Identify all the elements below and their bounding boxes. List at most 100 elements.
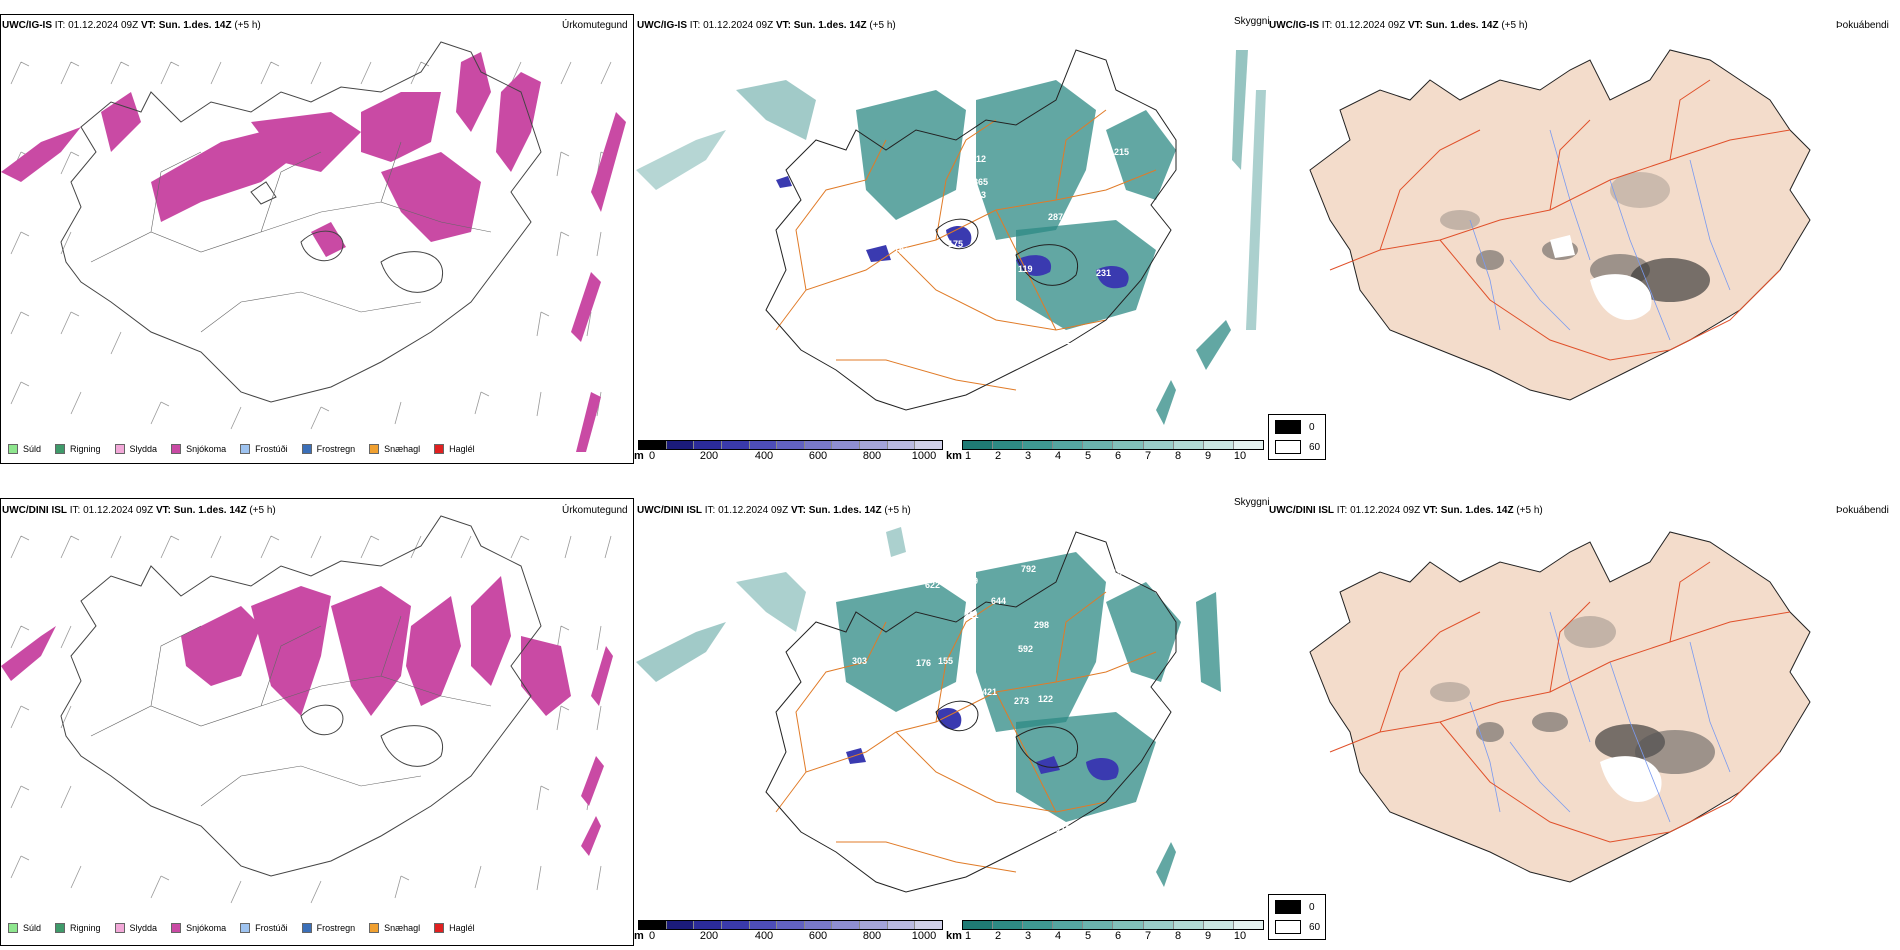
- model-name: UWC/IG-IS: [2, 20, 52, 31]
- road-network: [90, 615, 492, 807]
- tick: 7: [1144, 930, 1152, 942]
- legend-item-frostudi: Frostúði: [240, 923, 288, 933]
- tick: 2: [994, 930, 1002, 942]
- cloud-base-label: 313: [971, 190, 986, 200]
- legend-label: Snjókoma: [186, 923, 227, 933]
- cloud-base-label: 164: [1086, 698, 1101, 708]
- lead-time: (+5 h): [1501, 20, 1528, 31]
- swatch: [434, 444, 445, 454]
- cloud-header: UWC/IG-IS IT: 01.12.2024 09Z VT: Sun. 1.…: [637, 20, 896, 31]
- tick: 3: [1024, 930, 1032, 942]
- cloud-base-label: 390: [842, 264, 857, 274]
- ceiling-unit: m: [634, 930, 644, 942]
- precip-legend: Súld Rigning Slydda Snjókoma Frostúði Fr…: [8, 444, 489, 454]
- tick: 7: [1144, 450, 1152, 462]
- lead-time: (+5 h): [869, 20, 896, 31]
- fog-blobs: [1440, 172, 1710, 302]
- tick: 1000: [911, 930, 937, 942]
- tick: 1: [964, 930, 972, 942]
- vis-shading: [636, 527, 1221, 887]
- top-row: UWC/IG-IS IT: 01.12.2024 09Z VT: Sun. 1.…: [0, 0, 1900, 470]
- valid-label: VT:: [140, 20, 156, 31]
- swatch: [301, 444, 312, 454]
- precip-legend: Súld Rigning Slydda Snjókoma Frostúði Fr…: [8, 923, 489, 933]
- ceiling-unit: m: [634, 450, 644, 462]
- dew-header: UWC/IG-IS IT: 01.12.2024 09Z VT: Sun. 1.…: [1269, 20, 1528, 31]
- tick: 6: [1114, 450, 1122, 462]
- valid-label: VT:: [775, 20, 791, 31]
- tick: 600: [808, 930, 828, 942]
- tick: 400: [754, 450, 774, 462]
- snow-bands: [1, 576, 613, 856]
- model-name: UWC/IG-IS: [1269, 20, 1319, 31]
- precip-panel-frame: [0, 14, 634, 464]
- tick: 6: [1114, 930, 1122, 942]
- legend-label: Rigning: [70, 444, 101, 454]
- snow-bands: [1, 52, 626, 452]
- bottom-row: UWC/DINI ISL IT: 01.12.2024 09Z VT: Sun.…: [0, 480, 1900, 950]
- init-time: IT: 01.12.2024 09Z: [1321, 20, 1406, 31]
- swatch: [171, 444, 182, 454]
- legend-label: Haglél: [449, 444, 475, 454]
- cloud-base-label: 176: [916, 658, 931, 668]
- precip-map: [1, 515, 613, 904]
- cloud-base-label: 181: [894, 246, 909, 256]
- cloud-base-label: 155: [938, 656, 953, 666]
- init-time: IT: 01.12.2024 09Z: [69, 505, 154, 516]
- dew-title: Þokuábendi: [1836, 505, 1889, 516]
- cloud-base-label: 622: [925, 580, 940, 590]
- vis-unit: km: [946, 930, 962, 942]
- swatch: [171, 923, 182, 933]
- legend-label: 0: [1309, 901, 1315, 913]
- cloud-base-label: 182: [982, 264, 997, 274]
- tick: 9: [1204, 930, 1212, 942]
- iceland-outline-2: [765, 531, 1177, 893]
- swatch: [301, 923, 312, 933]
- cloud-base-label: 219: [844, 696, 859, 706]
- valid-time: Sun. 1.des. 14Z: [158, 20, 232, 31]
- cloud-title: Skyggni: [1234, 16, 1270, 27]
- swatch: [114, 923, 125, 933]
- cloud-base-label: 298: [1034, 620, 1049, 630]
- legend-label: 60: [1309, 441, 1321, 453]
- legend-label: Rigning: [70, 923, 101, 933]
- cloud-base-label: 112: [1056, 336, 1071, 346]
- dew-rivers: [1469, 611, 1731, 823]
- roads: [775, 109, 1157, 391]
- fog-blobs: [1430, 616, 1715, 774]
- valid-time: Sun. 1.des. 14Z: [808, 505, 882, 516]
- legend-item-haglel: Haglél: [434, 923, 475, 933]
- dew-rivers: [1469, 129, 1731, 341]
- tick: 1000: [911, 450, 937, 462]
- tick: 600: [808, 450, 828, 462]
- tick: 4: [1054, 930, 1062, 942]
- precip-header: UWC/IG-IS IT: 01.12.2024 09Z VT: Sun. 1.…: [2, 20, 261, 31]
- model-name: UWC/IG-IS: [637, 20, 687, 31]
- road-network: [90, 141, 492, 333]
- swatch: [369, 923, 380, 933]
- legend-label: Súld: [23, 923, 42, 933]
- cloud-base-label: 89: [968, 576, 978, 586]
- lead-time: (+5 h): [249, 505, 276, 516]
- cloud-base-label: 273: [1014, 696, 1029, 706]
- cloud-base-label: 644: [991, 596, 1006, 606]
- dew-header: UWC/DINI ISL IT: 01.12.2024 09Z VT: Sun.…: [1269, 505, 1543, 516]
- dew-land: [1309, 49, 1811, 401]
- legend-label: 0: [1309, 421, 1315, 433]
- init-time: IT: 01.12.2024 09Z: [689, 20, 774, 31]
- cloud-base-label: 596: [803, 240, 818, 250]
- legend-item-frostregn: Frostregn: [301, 444, 355, 454]
- legend-item-snjokoma: Snjókoma: [171, 444, 226, 454]
- legend-label: Frostregn: [316, 923, 356, 933]
- cloud-base-label: 792: [1021, 564, 1036, 574]
- cloud-map: 612 865 313 287 215 596 181 175 390 331 182 119 231 1…: [636, 49, 1266, 425]
- init-time: IT: 01.12.2024 09Z: [704, 505, 789, 516]
- legend-item-slydda: Slydda: [114, 923, 157, 933]
- cloud-base-label: 331: [956, 254, 971, 264]
- cloud-cover-legend: 0 60: [1268, 894, 1326, 940]
- swatch: [8, 923, 18, 933]
- legend-label: Súld: [23, 444, 42, 454]
- tick: 10: [1233, 450, 1247, 462]
- cloud-base-label: 303: [852, 656, 867, 666]
